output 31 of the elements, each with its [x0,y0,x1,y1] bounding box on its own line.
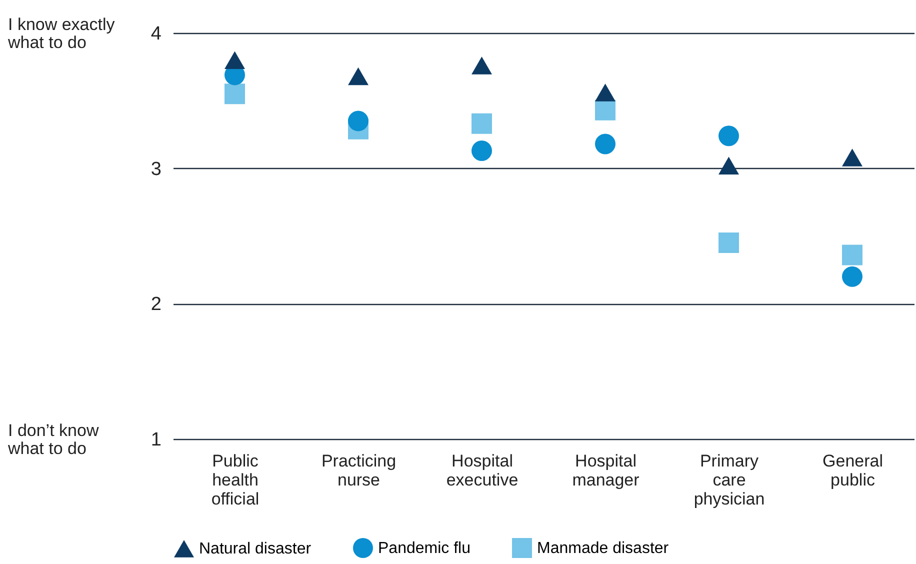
y-tick-label: 1 [150,430,162,450]
point [595,134,616,154]
point [842,266,862,287]
point [718,156,739,174]
text: I don’t know what to do [7,421,100,458]
point [224,51,245,69]
point [472,140,492,161]
x-tick-label: Public health official [211,452,260,508]
y-tick-label: 2 [150,294,162,316]
x-tick-label: Practicing nurse [321,452,396,490]
point [595,84,616,102]
x-tick-label: Hospital executive [446,452,518,490]
legend-label: Manmade disaster [537,540,670,557]
point [348,67,368,86]
point [224,84,245,104]
point [472,56,492,74]
x-tick-label: General public [822,452,883,490]
y-tick-label: 3 [150,158,162,180]
point [472,113,492,134]
y-tick-label: 4 [150,24,162,44]
point [718,232,739,254]
point [718,126,739,146]
point [842,148,862,166]
point [595,100,616,120]
text: I know exactly what to do [7,15,116,52]
x-tick-label: Hospital manager [572,452,640,490]
point [348,110,368,132]
x-tick-label: Primary care physician [694,452,765,508]
legend-label: Pandemic flu [378,540,470,557]
legend-label: Natural disaster [199,540,312,558]
point [842,244,862,266]
